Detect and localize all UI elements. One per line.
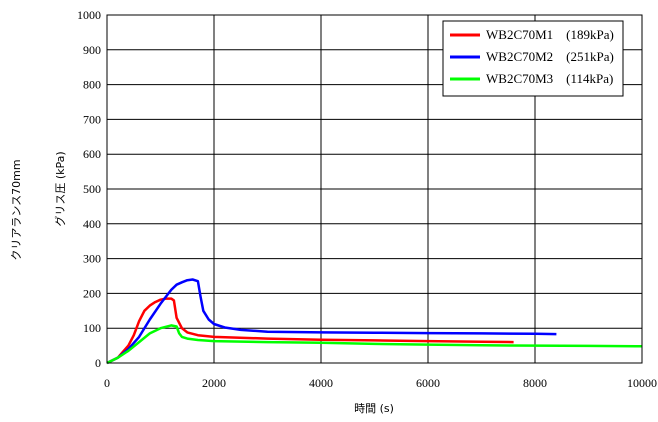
x-tick-label: 8000	[523, 376, 547, 390]
series-line-2	[106, 278, 557, 365]
y-tick-label: 500	[83, 182, 101, 196]
x-tick-label: 6000	[416, 376, 440, 390]
y-tick-label: 700	[83, 112, 101, 126]
x-axis-label: 時間 (s)	[354, 402, 394, 415]
legend-label-3: WB2C70M3 (114kPa)	[486, 71, 613, 86]
plot-frame	[106, 14, 643, 364]
x-tick-label: 10000	[627, 376, 657, 390]
series-line-3	[106, 324, 643, 365]
gridlines	[107, 15, 642, 363]
y-tick-label: 800	[83, 78, 101, 92]
series-lines	[106, 278, 643, 365]
x-tick-label: 2000	[202, 376, 226, 390]
legend-label-1: WB2C70M1 (189kPa)	[486, 27, 614, 42]
legend: WB2C70M1 (189kPa) WB2C70M2 (251kPa) WB2C70…	[442, 20, 624, 97]
y-tick-label: 900	[83, 43, 101, 57]
y-tick-label: 600	[83, 147, 101, 161]
y-tick-label: 0	[95, 356, 101, 370]
y-tick-label: 1000	[77, 8, 101, 22]
x-tick-label: 0	[104, 376, 110, 390]
y-tick-label: 100	[83, 321, 101, 335]
side-label: クリアランス70mm	[10, 159, 23, 260]
y-tick-label: 200	[83, 286, 101, 300]
y-axis-label: グリス圧 (kPa)	[53, 151, 67, 226]
y-tick-label: 400	[83, 217, 101, 231]
x-tick-label: 4000	[309, 376, 333, 390]
legend-label-2: WB2C70M2 (251kPa)	[486, 49, 614, 64]
series-line-1	[106, 297, 514, 365]
y-tick-label: 300	[83, 252, 101, 266]
